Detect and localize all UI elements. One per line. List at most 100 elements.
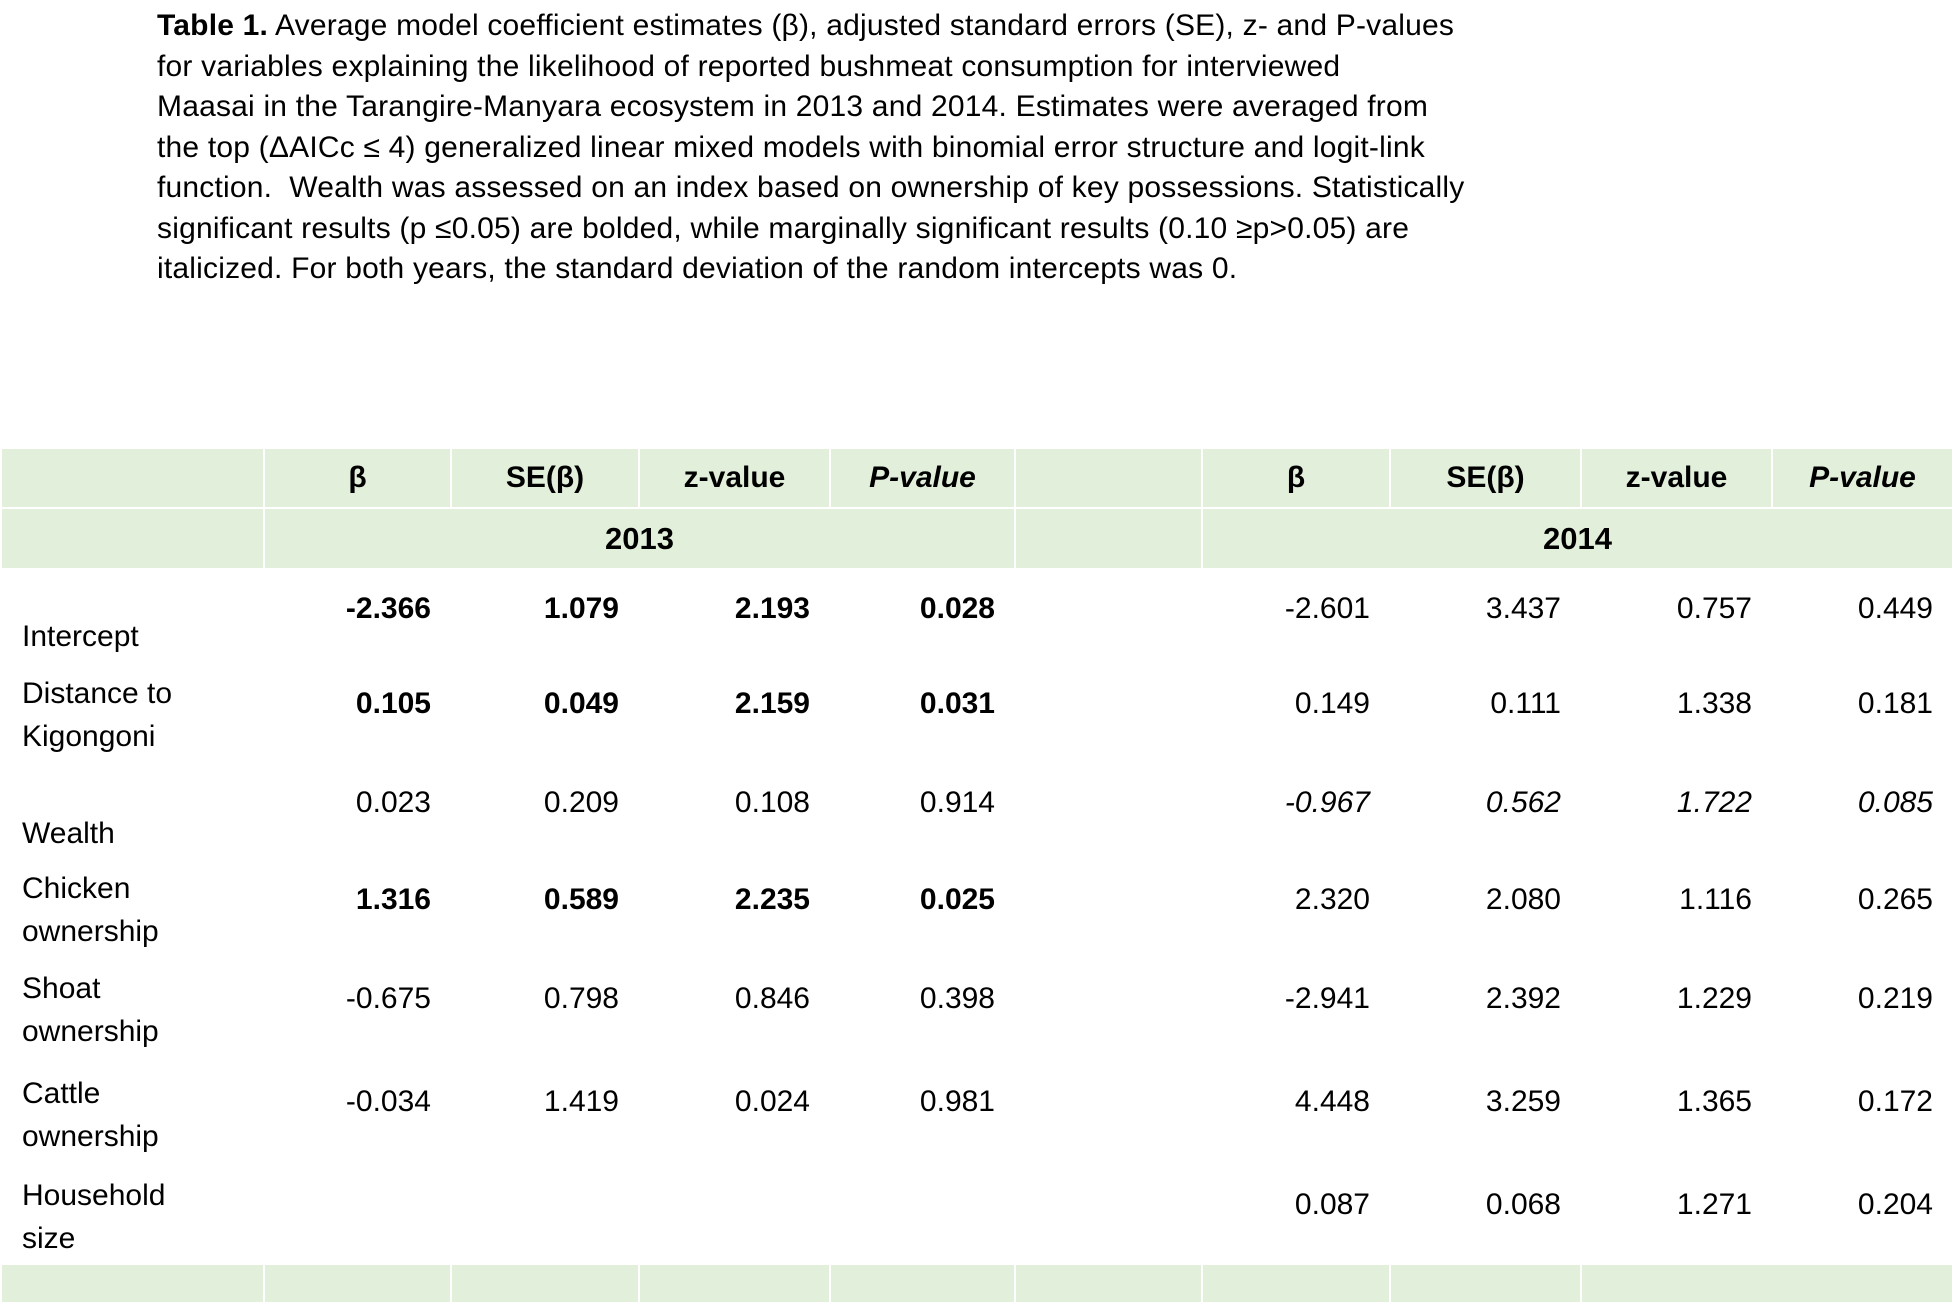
value-cell: 0.398 <box>919 982 995 1015</box>
value-cell: 0.108 <box>734 785 810 819</box>
header-row-years: 2013 2014 <box>0 507 1952 570</box>
value-cell: 0.181 <box>1857 687 1933 720</box>
value-cell: 0.085 <box>1857 785 1933 819</box>
value-cell: -0.034 <box>345 1084 431 1118</box>
col-header-zvalue-2014: z-value <box>1580 447 1773 509</box>
value-cell: 2.193 <box>734 591 810 625</box>
value-cell: 0.087 <box>1294 1188 1370 1221</box>
row-label: Cattle ownership <box>22 1077 159 1153</box>
value-cell: 3.259 <box>1485 1084 1561 1118</box>
footer-row <box>0 1263 1952 1302</box>
spacer-cell <box>1015 956 1202 1056</box>
value-cell: 0.219 <box>1857 982 1933 1015</box>
footer-cell <box>638 1263 831 1302</box>
value-cell: 1.271 <box>1676 1188 1752 1221</box>
value-cell: 2.392 <box>1485 982 1561 1015</box>
table-row-distance-kigongoni: Distance to Kigongoni 0.105 0.049 2.159 … <box>1 661 1952 761</box>
col-header-pvalue-2014: P-value <box>1771 447 1952 509</box>
table-caption: Table 1. Average model coefficient estim… <box>157 6 1465 290</box>
caption-line: Maasai in the Tarangire-Manyara ecosyste… <box>157 90 1429 123</box>
footer-cell <box>1014 1263 1203 1302</box>
value-cell: 1.419 <box>543 1084 619 1118</box>
value-cell: 1.229 <box>1676 982 1752 1015</box>
value-cell: 0.846 <box>734 982 810 1015</box>
value-cell: 0.049 <box>543 687 619 720</box>
value-cell: 2.320 <box>1294 883 1370 916</box>
col-header-pvalue-2013: P-value <box>829 447 1016 509</box>
caption-line: the top (ΔAICc ≤ 4) generalized linear m… <box>157 130 1425 164</box>
col-header-se-2013: SE(β) <box>450 447 640 509</box>
value-cell: -0.967 <box>1284 785 1370 819</box>
value-cell: 0.068 <box>1485 1188 1561 1221</box>
value-cell: 2.080 <box>1485 883 1561 916</box>
value-cell: 2.235 <box>734 883 810 916</box>
spacer-cell <box>1015 1056 1202 1161</box>
year-header-2014: 2014 <box>1201 507 1952 570</box>
table-row-cattle-ownership: Cattle ownership -0.034 1.419 0.024 0.98… <box>1 1056 1952 1161</box>
corner-cell <box>0 447 265 509</box>
year-header-2013: 2013 <box>263 507 1016 570</box>
value-cell: 0.449 <box>1857 591 1933 625</box>
spacer-cell <box>1015 761 1202 858</box>
value-cell: 0.981 <box>919 1084 995 1118</box>
header-row-measures: β SE(β) z-value P-value β SE(β) z-value … <box>0 447 1952 509</box>
value-cell: 1.338 <box>1676 687 1752 720</box>
caption-text: Average model coefficient estimates (β),… <box>268 9 1455 42</box>
footer-cell <box>0 1263 265 1302</box>
value-cell: 1.365 <box>1676 1084 1752 1118</box>
value-cell: 0.023 <box>355 785 431 819</box>
footer-cell <box>263 1263 452 1302</box>
value-cell: -0.675 <box>345 982 431 1015</box>
value-cell: 4.448 <box>1294 1084 1370 1118</box>
footer-cell <box>829 1263 1016 1302</box>
row-label: Shoat ownership <box>22 972 159 1048</box>
value-cell: 1.116 <box>1679 883 1752 916</box>
value-cell: 0.025 <box>919 883 995 916</box>
results-table: β SE(β) z-value P-value β SE(β) z-value … <box>0 447 1952 1302</box>
value-cell: 2.159 <box>734 687 810 720</box>
caption-line: function. Wealth was assessed on an inde… <box>157 171 1465 204</box>
row-label: Household size <box>22 1179 166 1255</box>
value-cell: 0.172 <box>1857 1084 1933 1118</box>
value-cell: 0.024 <box>734 1084 810 1118</box>
row-label: Wealth <box>22 817 115 850</box>
caption-line: Table 1. Average model coefficient estim… <box>157 6 1465 47</box>
value-cell: 0.111 <box>1490 687 1561 720</box>
table-row-household-size: Household size 0.087 0.068 1.271 0.204 <box>1 1161 1952 1264</box>
value-cell: 0.265 <box>1857 883 1933 916</box>
value-cell <box>639 1161 830 1264</box>
row-label: Chicken ownership <box>22 872 159 948</box>
spacer-cell <box>1014 507 1203 570</box>
table-row-shoat-ownership: Shoat ownership -0.675 0.798 0.846 0.398… <box>1 956 1952 1056</box>
table-row-chicken-ownership: Chicken ownership 1.316 0.589 2.235 0.02… <box>1 858 1952 956</box>
value-cell: 0.914 <box>919 785 995 819</box>
value-cell: 0.204 <box>1857 1188 1933 1221</box>
value-cell: 0.031 <box>919 687 995 720</box>
footer-cell <box>450 1263 640 1302</box>
col-header-zvalue-2013: z-value <box>638 447 831 509</box>
col-header-beta-2014: β <box>1201 447 1391 509</box>
value-cell <box>264 1161 451 1264</box>
spacer-cell <box>1015 858 1202 956</box>
value-cell: -2.941 <box>1284 982 1370 1015</box>
footer-cell <box>1580 1263 1952 1302</box>
value-cell: 0.589 <box>543 883 619 916</box>
corner-cell <box>0 507 265 570</box>
caption-line: for variables explaining the likelihood … <box>157 49 1341 83</box>
value-cell: 1.722 <box>1676 785 1752 819</box>
value-cell: 0.105 <box>355 687 431 720</box>
caption-line: italicized. For both years, the standard… <box>157 252 1238 285</box>
value-cell: 1.079 <box>543 591 619 625</box>
row-label: Intercept <box>22 620 139 653</box>
spacer-cell <box>1015 1161 1202 1264</box>
caption-line: significant results (p ≤0.05) are bolded… <box>157 211 1410 245</box>
value-cell: 0.798 <box>543 982 619 1015</box>
footer-cell <box>1201 1263 1391 1302</box>
value-cell: 0.562 <box>1485 785 1561 819</box>
value-cell: 0.757 <box>1676 591 1752 625</box>
value-cell: 3.437 <box>1485 591 1561 625</box>
value-cell: -2.601 <box>1284 591 1370 625</box>
spacer-cell <box>1014 447 1203 509</box>
footer-cell <box>1389 1263 1582 1302</box>
